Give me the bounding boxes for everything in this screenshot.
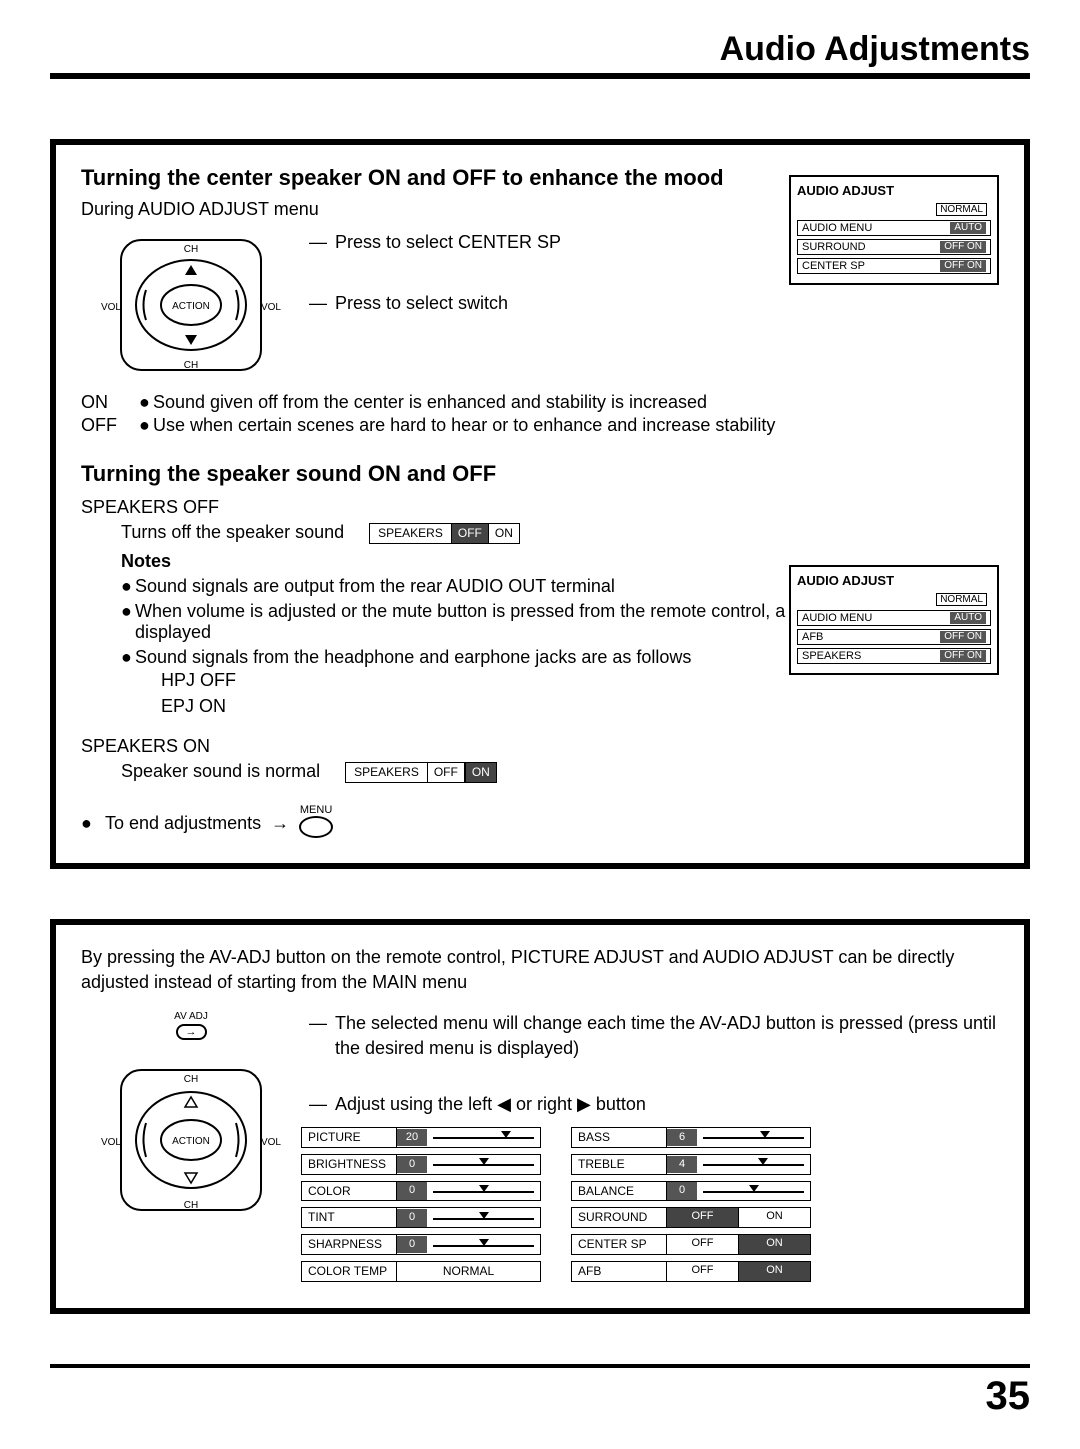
section-a-box: Turning the center speaker ON and OFF to… [50, 139, 1030, 869]
on-text: Sound given off from the center is enhan… [153, 392, 707, 413]
on-label: ON [81, 392, 139, 413]
instr-c2a: Adjust using the left [335, 1094, 492, 1114]
svg-text:ACTION: ACTION [172, 301, 210, 312]
menu-button-icon [299, 816, 333, 838]
audio-adjust-menu-a: AUDIO ADJUST NORMAL AUDIO MENU AUTO SURR… [789, 175, 999, 285]
right-arrow-icon: ▶ [577, 1094, 596, 1114]
speakers-widget-on: SPEAKERS OFF ON [345, 762, 497, 783]
svg-text:VOL: VOL [261, 302, 281, 313]
audio-adjust-column: BASS6 TREBLE4 BALANCE0 SURROUNDOFFON CENTER … [571, 1127, 811, 1288]
note-3: Sound signals from the headphone and ear… [135, 647, 691, 668]
slider-treble: TREBLE4 [571, 1154, 811, 1175]
menu-b-row-2: AFB OFF ON [797, 629, 991, 645]
svg-text:CH: CH [184, 1200, 198, 1211]
section-c-intro: By pressing the AV-ADJ button on the rem… [81, 945, 999, 995]
speakers-on-desc: Speaker sound is normal [121, 761, 320, 781]
menu-a-title: AUDIO ADJUST [797, 183, 991, 198]
slider-bass: BASS6 [571, 1127, 811, 1148]
remote-ch-top: CH [184, 244, 198, 255]
svg-text:ACTION: ACTION [172, 1136, 210, 1147]
slider-brightness: BRIGHTNESS0 [301, 1154, 541, 1175]
page-number: 35 [50, 1364, 1030, 1419]
svg-text:VOL: VOL [261, 1137, 281, 1148]
svg-text:VOL: VOL [101, 1137, 121, 1148]
end-adjustments-text: To end adjustments [105, 813, 261, 834]
instr-c2b: or right [516, 1094, 572, 1114]
menu-a-row-3: CENTER SP OFF ON [797, 258, 991, 274]
slider-sharpness: SHARPNESS0 [301, 1234, 541, 1255]
slider-balance: BALANCE0 [571, 1181, 811, 1202]
section-c-box: By pressing the AV-ADJ button on the rem… [50, 919, 1030, 1314]
svg-text:CH: CH [184, 360, 198, 371]
menu-b-row-3: SPEAKERS OFF ON [797, 648, 991, 664]
remote-diagram-a: CH CH VOL VOL ACTION [81, 230, 301, 390]
instr-c2c: button [596, 1094, 646, 1114]
toggle-afb: AFBOFFON [571, 1261, 811, 1282]
svg-text:VOL: VOL [101, 302, 121, 313]
epj-line: EPJ ON [161, 694, 999, 719]
menu-button-label: MENU [299, 804, 333, 816]
speakers-off-head: SPEAKERS OFF [81, 495, 999, 520]
instr-c1: The selected menu will change each time … [335, 1011, 999, 1061]
avadj-label: AV ADJ [81, 1011, 301, 1022]
section-b-title: Turning the speaker sound ON and OFF [81, 461, 999, 487]
menu-b-title: AUDIO ADJUST [797, 573, 991, 588]
speakers-on-head: SPEAKERS ON [81, 734, 999, 759]
off-text: Use when certain scenes are hard to hear… [153, 415, 775, 436]
page-title: Audio Adjustments [50, 30, 1030, 79]
speakers-off-desc: Turns off the speaker sound [121, 522, 344, 542]
toggle-surround: SURROUNDOFFON [571, 1207, 811, 1228]
audio-adjust-menu-b: AUDIO ADJUST NORMAL AUDIO MENU AUTO AFB … [789, 565, 999, 675]
picture-adjust-column: PICTURE20 BRIGHTNESS0 COLOR0 TINT0 SHARPNESS… [301, 1127, 541, 1288]
note-1: Sound signals are output from the rear A… [135, 576, 615, 597]
instr-a1: Press to select CENTER SP [335, 230, 561, 255]
instr-a2: Press to select switch [335, 291, 508, 316]
left-arrow-icon: ◀ [497, 1094, 516, 1114]
off-label: OFF [81, 415, 139, 436]
slider-color: COLOR0 [301, 1181, 541, 1202]
menu-b-row-0: NORMAL [797, 592, 991, 607]
toggle-center-sp: CENTER SPOFFON [571, 1234, 811, 1255]
avadj-button-icon: → [176, 1024, 207, 1040]
setting-color-temp: COLOR TEMPNORMAL [301, 1261, 541, 1282]
slider-tint: TINT0 [301, 1207, 541, 1228]
svg-text:CH: CH [184, 1074, 198, 1085]
menu-a-row-2: SURROUND OFF ON [797, 239, 991, 255]
menu-a-row-0: NORMAL [797, 202, 991, 217]
menu-b-row-1: AUDIO MENU AUTO [797, 610, 991, 626]
speakers-widget-off: SPEAKERS OFF ON [369, 523, 520, 544]
slider-picture: PICTURE20 [301, 1127, 541, 1148]
menu-a-row-1: AUDIO MENU AUTO [797, 220, 991, 236]
